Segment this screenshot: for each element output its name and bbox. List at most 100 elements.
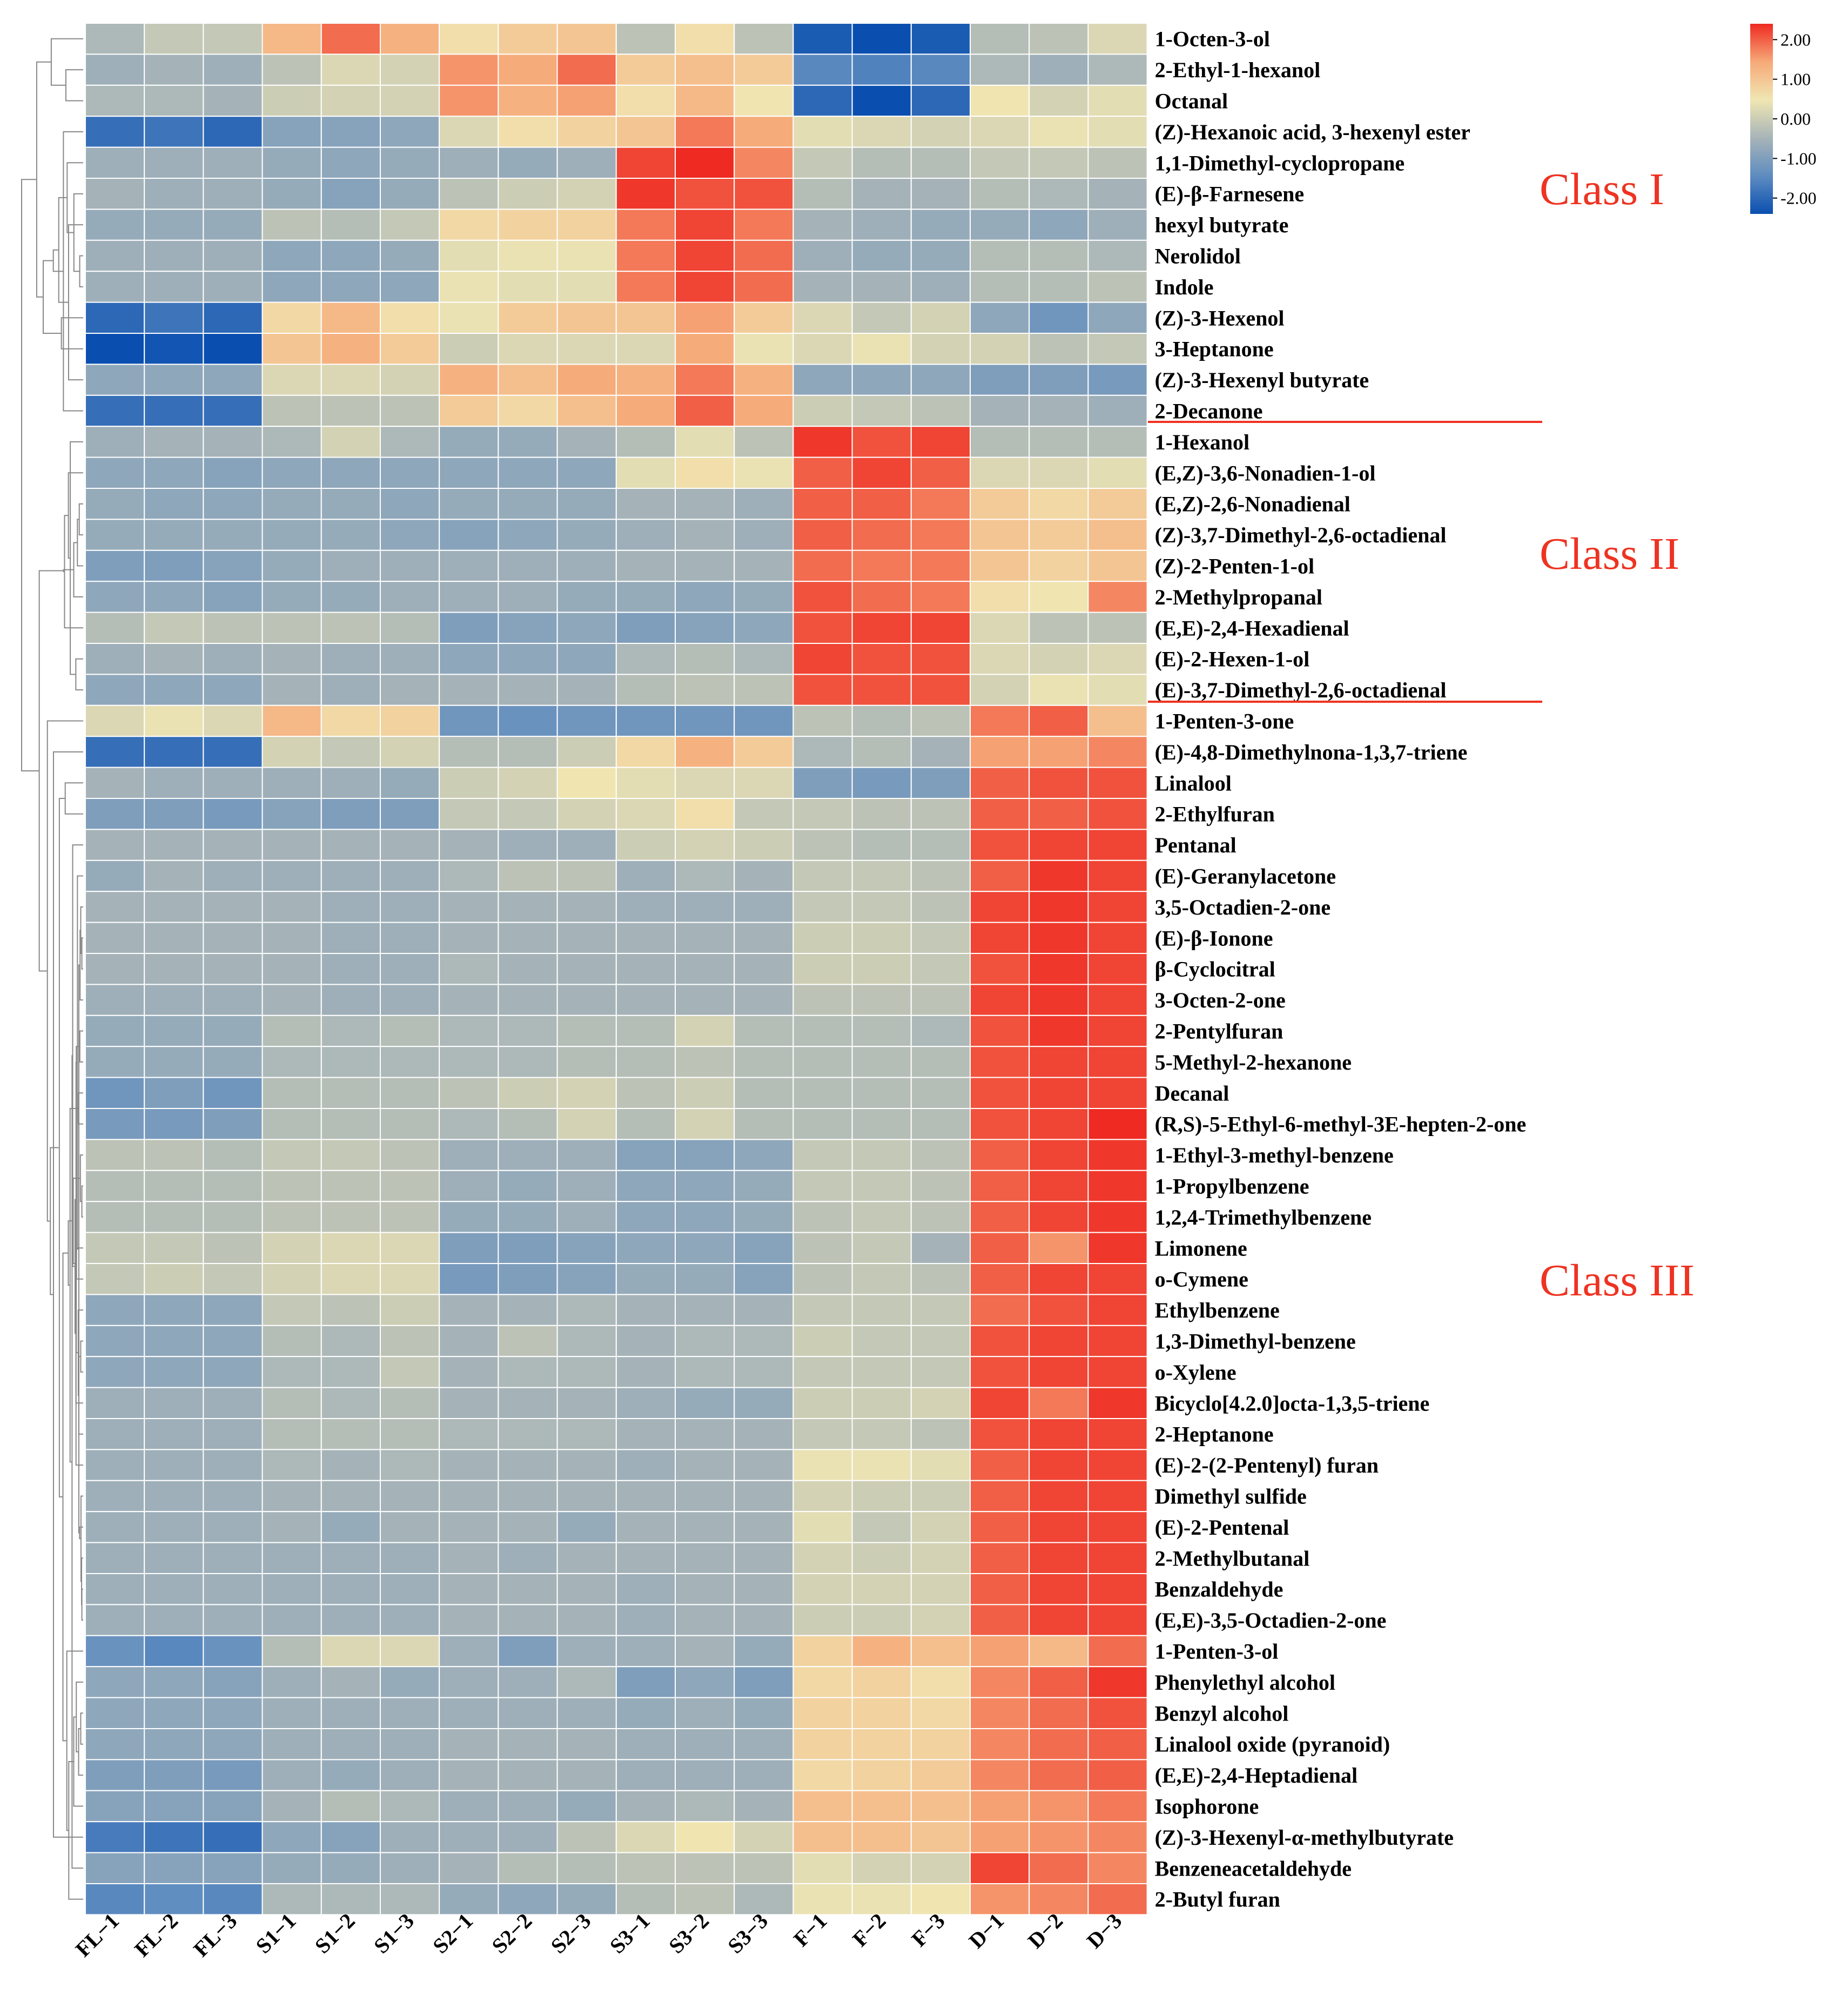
heatmap-cell [851,1201,912,1233]
heatmap-cell [1087,581,1148,613]
heatmap-cell [144,1449,204,1481]
heatmap-cell [498,829,558,861]
heatmap-cell [1029,1790,1089,1823]
heatmap-cell [144,1356,204,1388]
heatmap-cell [970,53,1030,86]
heatmap-cell [792,1046,853,1078]
heatmap-cell [615,704,676,737]
heatmap-cell [85,1542,145,1575]
row-label: (E,E)-2,4-Heptadienal [1155,1763,1358,1788]
heatmap-cell [203,301,263,334]
heatmap-cell [320,394,381,427]
heatmap-cell [85,1821,145,1853]
heatmap-cell [792,1759,853,1791]
heatmap-cell [792,829,853,861]
heatmap-cell [320,704,381,737]
row-label: (E)-4,8-Dimethylnona-1,3,7-triene [1155,740,1468,764]
heatmap-cell [261,1883,322,1916]
heatmap-cell [970,922,1030,954]
heatmap-cell [615,1759,676,1791]
heatmap-cell [498,1201,558,1233]
heatmap-cell [615,519,676,551]
heatmap-cell [320,364,381,396]
heatmap-cell [1087,209,1148,241]
heatmap-cell [203,1325,263,1358]
heatmap-cell [380,1356,440,1388]
heatmap-cell [320,922,381,954]
heatmap-cell [556,1821,617,1853]
row-label: (E)-2-Hexen-1-ol [1155,647,1310,671]
heatmap-cell [734,798,794,830]
heatmap-cell [675,1511,735,1543]
colorbar-tick-label: 1.00 [1780,70,1811,89]
column-labels: FL−1 FL−2 FL−3 S1−1 S1−2 S1−3 S2−1 S2−2 S2−3 S3−1… [71,1909,1127,1961]
heatmap-cell [1087,643,1148,675]
heatmap-cell [910,704,971,737]
heatmap-cell [910,456,971,489]
heatmap-cell [203,1821,263,1853]
heatmap-cell [1087,488,1148,520]
heatmap-cell [203,1511,263,1543]
heatmap-cell [1087,1294,1148,1326]
heatmap-cell [970,1759,1030,1791]
heatmap-cell [203,984,263,1016]
heatmap-cell [556,426,617,458]
heatmap-cell [320,1573,381,1605]
heatmap-cell [970,456,1030,489]
heatmap-cell [320,891,381,923]
row-label: 2-Pentylfuran [1155,1019,1283,1044]
heatmap-cell [85,394,145,427]
dendrogram-branch [73,193,83,272]
heatmap-cell [1029,859,1089,892]
heatmap-cell [910,891,971,923]
heatmap-cell [380,488,440,520]
column-label: S2−2 [487,1909,536,1958]
heatmap-cell [261,1077,322,1109]
heatmap-cell [851,1232,912,1265]
heatmap-cell [734,1046,794,1078]
dendrogram-branch [65,69,83,102]
heatmap-cell [85,1573,145,1605]
heatmap-cell [910,239,971,272]
heatmap-cell [792,1821,853,1853]
heatmap-cell [439,1014,499,1047]
row-label: Isophorone [1155,1795,1259,1819]
heatmap-cell [261,1573,322,1605]
heatmap-cell [910,674,971,706]
heatmap-cell [320,1356,381,1388]
heatmap-cell [439,1356,499,1388]
heatmap-cell [910,1232,971,1265]
heatmap-cell [792,84,853,117]
heatmap-cell [556,488,617,520]
heatmap-cell [498,922,558,954]
heatmap-cell [144,1201,204,1233]
heatmap-cell [320,643,381,675]
heatmap-cell [556,1139,617,1171]
heatmap-cell [261,891,322,923]
heatmap-cell [792,891,853,923]
heatmap-cell [498,333,558,365]
heatmap-cell [851,271,912,303]
heatmap-cell [556,581,617,613]
colorbar-tick-label: -1.00 [1780,149,1817,168]
heatmap-cell [734,922,794,954]
heatmap-cell [615,953,676,985]
dendrogram-branch [50,38,83,86]
heatmap-cell [439,1635,499,1668]
heatmap-cell [261,146,322,179]
heatmap-cell [439,704,499,737]
heatmap-cell [910,488,971,520]
colorbar: 2.00 1.00 0.00 -1.00 -2.00 [1750,24,1817,214]
dendrogram-branch [81,937,83,970]
heatmap-cell [498,859,558,892]
heatmap-cell [439,146,499,179]
heatmap-cell [144,1542,204,1575]
heatmap-cell [970,612,1030,644]
heatmap-cell [498,643,558,675]
heatmap-cell [675,1139,735,1171]
heatmap-cell [970,301,1030,334]
heatmap-cell [1087,519,1148,551]
heatmap-cell [734,1139,794,1171]
heatmap-cell [85,798,145,830]
heatmap-cell [203,1449,263,1481]
